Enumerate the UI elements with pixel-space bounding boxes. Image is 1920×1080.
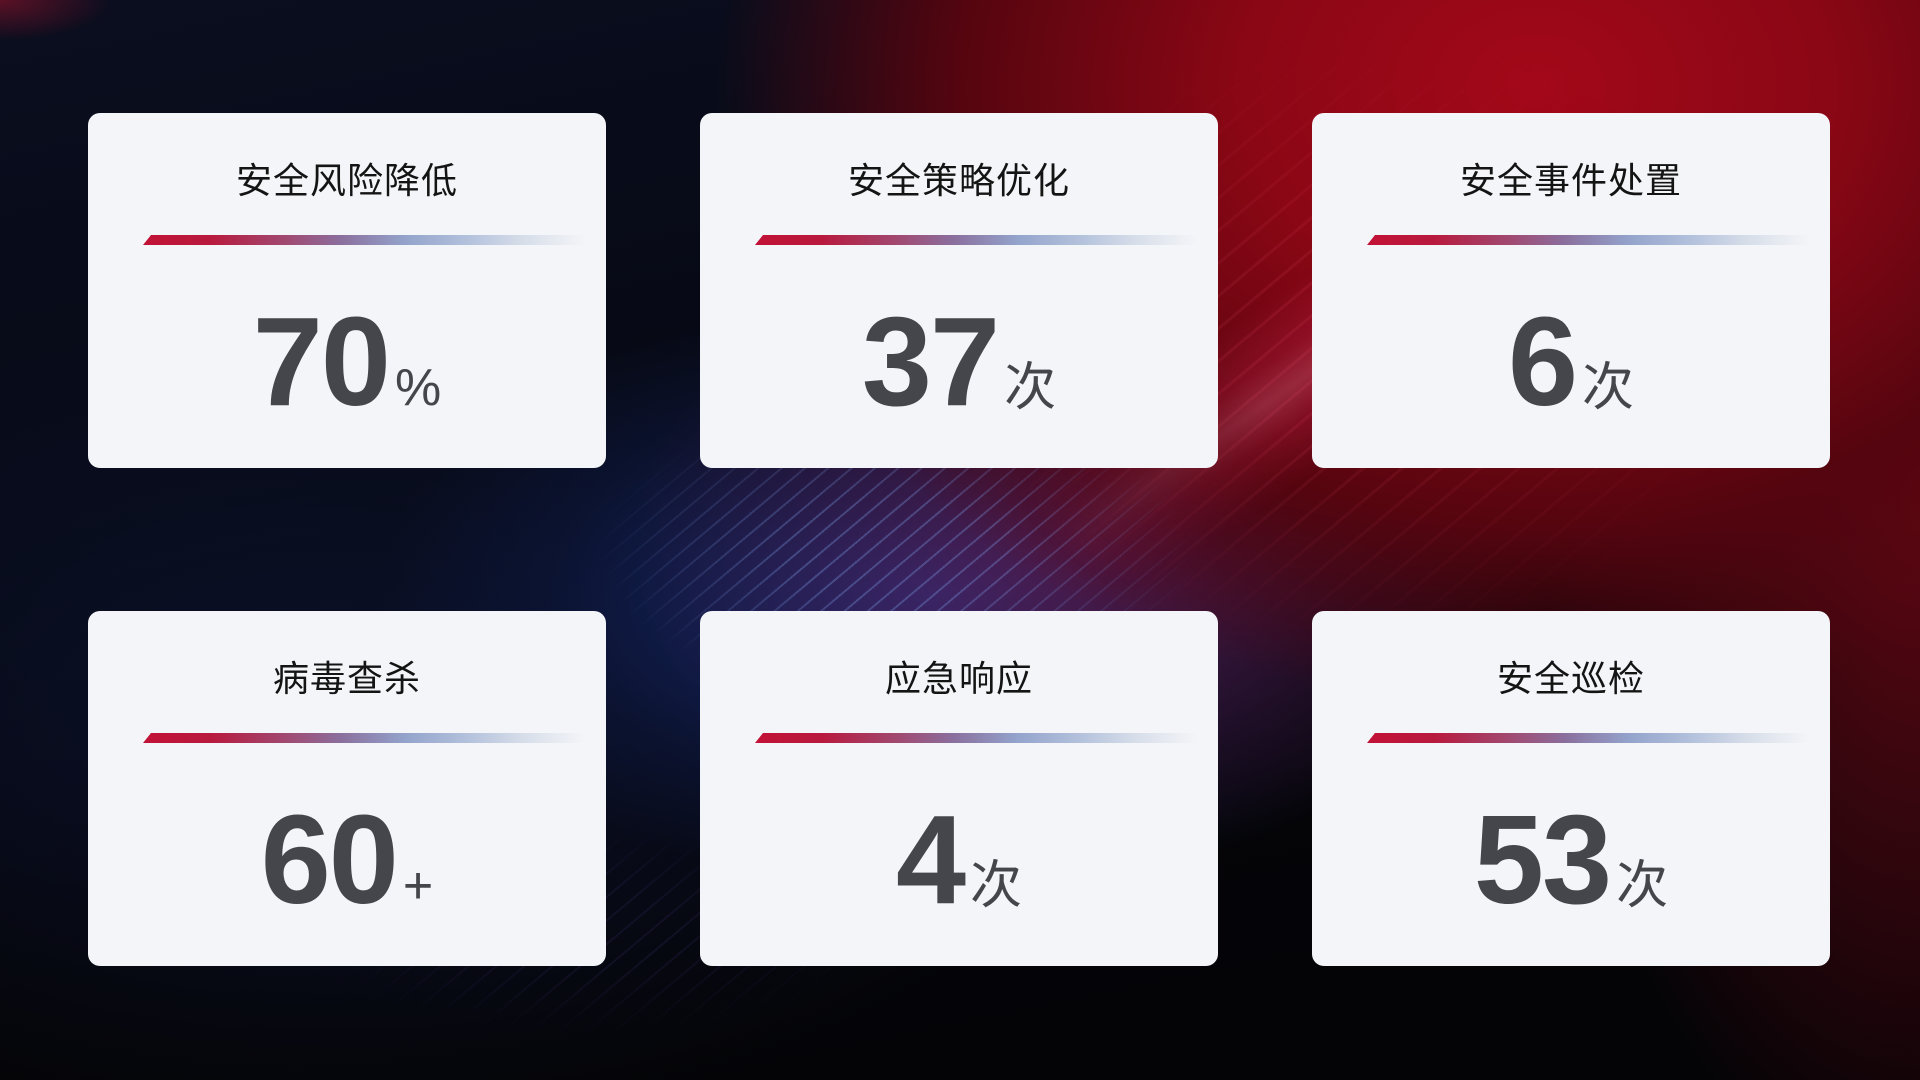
gradient-divider xyxy=(1367,235,1818,245)
card-title: 应急响应 xyxy=(884,658,1033,699)
stat-value: 4 xyxy=(895,788,966,930)
stat-value: 60 xyxy=(260,788,399,930)
stat-unit: 次 xyxy=(1616,856,1669,915)
stat-unit: 次 xyxy=(1582,358,1635,417)
card-value-row: 6 次 xyxy=(1312,245,1830,468)
gradient-divider xyxy=(1367,733,1818,743)
stat-unit: % xyxy=(394,358,442,417)
card-title: 安全风险降低 xyxy=(235,160,458,201)
card-value-row: 70 % xyxy=(88,245,606,468)
stat-unit: 次 xyxy=(970,856,1023,915)
card-risk-reduction: 安全风险降低 70 % xyxy=(88,113,606,468)
stat-value: 53 xyxy=(1473,788,1612,930)
stat-value: 70 xyxy=(252,290,391,432)
card-value-row: 53 次 xyxy=(1312,743,1830,966)
stat-unit: + xyxy=(402,856,434,915)
card-policy-optimization: 安全策略优化 37 次 xyxy=(700,113,1218,468)
gradient-divider xyxy=(143,733,594,743)
gradient-divider xyxy=(143,235,594,245)
card-title: 安全事件处置 xyxy=(1459,160,1682,201)
gradient-divider xyxy=(755,733,1206,743)
card-security-inspection: 安全巡检 53 次 xyxy=(1312,611,1830,966)
card-title: 安全巡检 xyxy=(1496,658,1645,699)
stat-value: 6 xyxy=(1507,290,1578,432)
card-value-row: 37 次 xyxy=(700,245,1218,468)
card-title: 安全策略优化 xyxy=(847,160,1070,201)
stat-card-grid: 安全风险降低 70 % 安全策略优化 37 次 安全事件处置 6 次 xyxy=(88,113,1830,966)
stat-unit: 次 xyxy=(1004,358,1057,417)
card-emergency-response: 应急响应 4 次 xyxy=(700,611,1218,966)
card-virus-scan: 病毒查杀 60 + xyxy=(88,611,606,966)
card-incident-handling: 安全事件处置 6 次 xyxy=(1312,113,1830,468)
stat-value: 37 xyxy=(861,290,1000,432)
card-value-row: 4 次 xyxy=(700,743,1218,966)
gradient-divider xyxy=(755,235,1206,245)
card-value-row: 60 + xyxy=(88,743,606,966)
card-title: 病毒查杀 xyxy=(272,658,421,699)
